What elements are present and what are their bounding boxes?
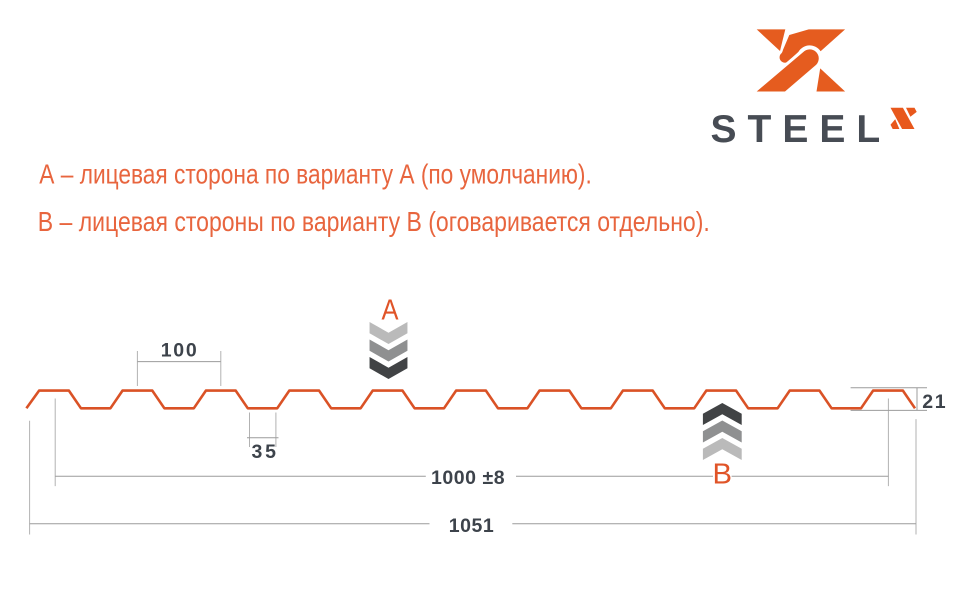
svg-text:А – лицевая сторона по вариант: А – лицевая сторона по варианту А (по ум… bbox=[39, 158, 592, 189]
svg-text:100: 100 bbox=[161, 340, 197, 362]
svg-text:STEEL: STEEL bbox=[711, 108, 892, 151]
svg-text:35: 35 bbox=[251, 441, 276, 463]
svg-text:В: В bbox=[713, 459, 733, 491]
svg-text:А: А bbox=[382, 294, 400, 326]
svg-text:21: 21 bbox=[922, 391, 945, 413]
svg-text:1051: 1051 bbox=[449, 515, 494, 537]
svg-text:В – лицевая стороны по вариант: В – лицевая стороны по варианту В (огова… bbox=[38, 206, 710, 237]
svg-text:1000 ±8: 1000 ±8 bbox=[431, 467, 505, 489]
